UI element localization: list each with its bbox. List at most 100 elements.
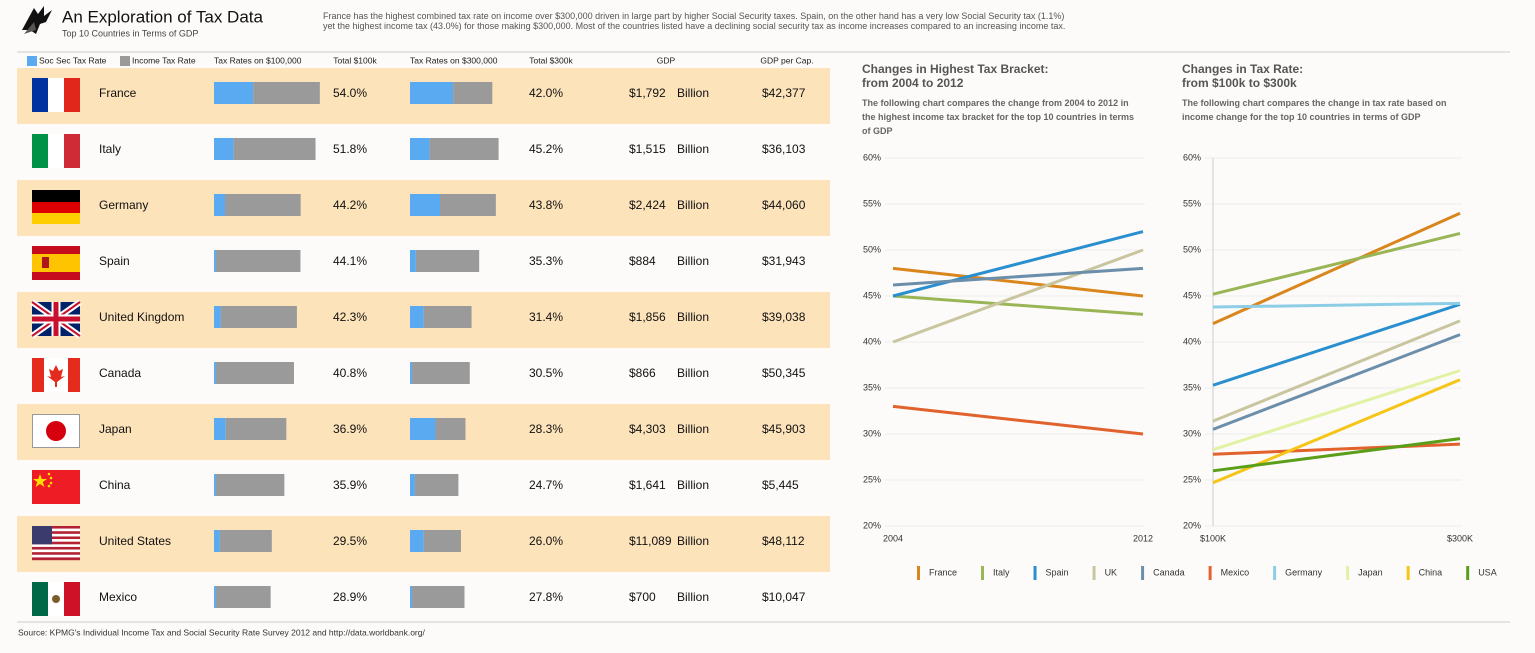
series-line	[892, 294, 1144, 316]
soc-sec-bar	[410, 306, 424, 328]
legend-label: Germany	[1285, 567, 1323, 577]
gdp-value: $1,792	[629, 86, 666, 100]
x-tick-label: 2004	[883, 533, 903, 543]
gdp-value: $2,424	[629, 198, 666, 212]
page-description: France has the highest combined tax rate…	[323, 11, 1066, 31]
country-name: France	[99, 86, 137, 100]
country-name: Italy	[99, 142, 121, 156]
flag	[32, 414, 80, 448]
series: Spain	[1212, 302, 1461, 387]
gdp-per-capita: $5,445	[762, 478, 799, 492]
gdp-value: $884	[629, 254, 656, 268]
chart-subtitle: from $100k to $300k	[1182, 76, 1297, 90]
legend-label: Italy	[993, 567, 1010, 577]
total-300k: 45.2%	[529, 142, 563, 156]
soc-sec-bar	[214, 418, 226, 440]
series-line	[892, 404, 1144, 436]
gdp-unit: Billion	[677, 422, 709, 436]
legend-label: Japan	[1358, 567, 1383, 577]
series-line	[892, 248, 1144, 344]
total-300k: 26.0%	[529, 534, 563, 548]
y-tick-label: 30%	[1183, 428, 1201, 438]
soc-sec-bar	[214, 138, 234, 160]
y-tick-label: 50%	[863, 244, 881, 254]
soc-sec-bar	[410, 194, 440, 216]
total-100k: 54.0%	[333, 86, 367, 100]
legend-marker	[1092, 566, 1096, 580]
country-name: Canada	[99, 366, 141, 380]
series-line	[1212, 333, 1461, 431]
chart-subtitle: from 2004 to 2012	[862, 76, 964, 90]
y-tick-label: 45%	[1183, 290, 1201, 300]
income-bar	[411, 586, 465, 608]
gdp-unit: Billion	[677, 310, 709, 324]
y-tick-label: 20%	[1183, 520, 1201, 530]
total-100k: 40.8%	[333, 366, 367, 380]
series-line	[1212, 442, 1461, 456]
source-note: Source: KPMG's Individual Income Tax and…	[18, 627, 425, 637]
series: Canada	[892, 266, 1144, 287]
soc-sec-bar	[410, 418, 436, 440]
total-300k: 35.3%	[529, 254, 563, 268]
total-300k: 42.0%	[529, 86, 563, 100]
legend-marker	[1208, 566, 1212, 580]
total-100k: 44.2%	[333, 198, 367, 212]
y-tick-label: 35%	[1183, 382, 1201, 392]
soc-sec-bar	[410, 82, 454, 104]
country-name: United Kingdom	[99, 310, 184, 324]
series-line	[1212, 231, 1461, 296]
legend-marker	[1346, 566, 1350, 580]
series: USA	[1212, 437, 1461, 473]
total-300k: 24.7%	[529, 478, 563, 492]
legend-marker	[1406, 566, 1410, 580]
soc-sec-bar	[410, 362, 412, 384]
page-subtitle: Top 10 Countries in Terms of GDP	[62, 28, 198, 38]
column-header: Tax Rates on $300,000	[410, 55, 498, 65]
country-name: Spain	[99, 254, 130, 268]
income-bar	[233, 138, 316, 160]
flag	[32, 134, 80, 168]
series-line	[1212, 369, 1461, 452]
income-bar	[423, 306, 472, 328]
legend-label: Canada	[1153, 567, 1185, 577]
income-bar	[219, 530, 272, 552]
y-tick-label: 35%	[863, 382, 881, 392]
column-header: Total $300k	[529, 55, 573, 65]
series: Mexico	[892, 404, 1144, 436]
series: Mexico	[1212, 442, 1461, 456]
y-tick-label: 25%	[1183, 474, 1201, 484]
gdp-per-capita: $10,047	[762, 590, 806, 604]
soc-sec-bar	[214, 82, 254, 104]
gdp-per-capita: $42,377	[762, 86, 806, 100]
gdp-per-capita: $44,060	[762, 198, 806, 212]
flag	[32, 190, 80, 224]
legend-swatch	[27, 56, 37, 66]
y-tick-label: 55%	[863, 198, 881, 208]
country-name: China	[99, 478, 131, 492]
y-tick-label: 20%	[863, 520, 881, 530]
income-bar	[215, 586, 271, 608]
total-300k: 27.8%	[529, 590, 563, 604]
total-300k: 28.3%	[529, 422, 563, 436]
soc-sec-bar	[410, 586, 412, 608]
income-bar	[225, 418, 287, 440]
income-bar	[435, 418, 466, 440]
series: Italy	[1212, 231, 1461, 296]
y-tick-label: 45%	[863, 290, 881, 300]
total-100k: 28.9%	[333, 590, 367, 604]
legend-marker	[1273, 566, 1277, 580]
x-tick-label: 2012	[1133, 533, 1153, 543]
series-line	[1212, 437, 1461, 473]
total-100k: 44.1%	[333, 254, 367, 268]
y-tick-label: 50%	[1183, 244, 1201, 254]
total-100k: 29.5%	[333, 534, 367, 548]
series: UK	[1212, 319, 1461, 423]
column-header: GDP	[657, 55, 676, 65]
gdp-per-capita: $31,943	[762, 254, 806, 268]
total-100k: 51.8%	[333, 142, 367, 156]
soc-sec-bar	[214, 362, 216, 384]
gdp-unit: Billion	[677, 534, 709, 548]
series: France	[892, 266, 1144, 298]
